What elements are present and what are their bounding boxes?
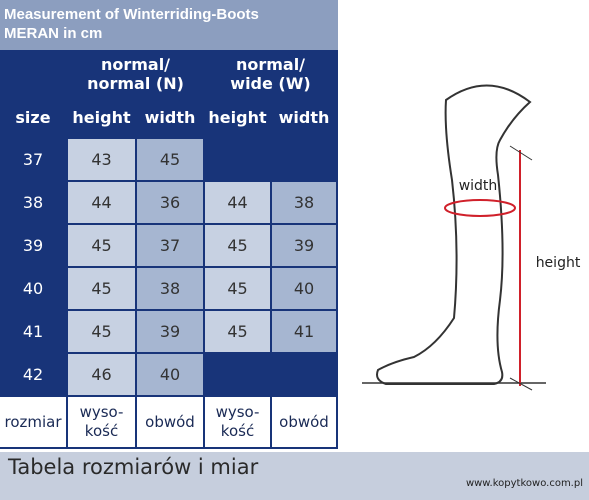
table-cell: 36 xyxy=(137,182,203,223)
table-cell: 45 xyxy=(205,268,270,309)
cell-text: 38 xyxy=(22,193,44,212)
empty-cell xyxy=(205,354,270,395)
table-cell: 45 xyxy=(137,139,203,180)
cell-text: 45 xyxy=(91,236,112,255)
cell-text: 38 xyxy=(293,193,315,212)
cell-text: 36 xyxy=(159,193,181,212)
url: www.kopytkowo.com.pl xyxy=(465,478,583,489)
table-cell: 38 xyxy=(0,182,66,223)
cell-text: 45 xyxy=(159,150,181,169)
title-line: Measurement of Winterriding-Boots xyxy=(4,6,259,23)
table-cell: 40 xyxy=(0,268,66,309)
footer-cell: wyso-kość xyxy=(205,397,270,447)
footer-line: kość xyxy=(220,422,255,440)
cell-text: 46 xyxy=(91,365,112,384)
group-header: normal/normal (N) xyxy=(68,52,203,95)
group-header-line: normal/ xyxy=(235,54,306,74)
bottom-strip xyxy=(0,452,589,500)
width-ring xyxy=(444,199,516,217)
cell-text: 45 xyxy=(91,322,112,341)
cell-text: 45 xyxy=(227,322,248,341)
table-cell: 44 xyxy=(68,182,135,223)
column-header-text: width xyxy=(278,107,330,127)
column-header: width xyxy=(137,97,203,137)
group-header-line: normal (N) xyxy=(87,73,184,93)
table-cell: 40 xyxy=(272,268,336,309)
tick xyxy=(509,377,533,391)
cell-text: 39 xyxy=(293,236,315,255)
boot-outline xyxy=(376,84,532,385)
title-line: MERAN in cm xyxy=(4,25,103,42)
column-header-text: size xyxy=(15,107,51,127)
footer-cell: obwód xyxy=(272,397,336,447)
cell-text: 39 xyxy=(22,236,44,255)
footer-line: rozmiar xyxy=(4,412,62,431)
footer-cell: obwód xyxy=(137,397,203,447)
column-header-text: width xyxy=(144,107,196,127)
column-header-text: height xyxy=(208,107,267,127)
tick xyxy=(509,145,533,161)
table-cell: 45 xyxy=(68,311,135,352)
empty-cell xyxy=(205,139,270,180)
width-label: width xyxy=(459,178,498,194)
cell-text: 40 xyxy=(159,365,181,384)
cell-text: 44 xyxy=(91,193,112,212)
column-header-text: height xyxy=(72,107,131,127)
table-cell: 38 xyxy=(137,268,203,309)
cell-text: 45 xyxy=(227,279,248,298)
table-cell: 40 xyxy=(137,354,203,395)
table-cell: 39 xyxy=(0,225,66,266)
table-cell: 45 xyxy=(205,311,270,352)
cell-text: 41 xyxy=(293,322,315,341)
column-header: size xyxy=(0,97,66,137)
table-cell: 42 xyxy=(0,354,66,395)
table-title: Measurement of Winterriding-Boots MERAN … xyxy=(0,0,338,50)
footer-cell: rozmiar xyxy=(0,397,66,447)
table-cell: 39 xyxy=(137,311,203,352)
group-header: normal/wide (W) xyxy=(205,52,336,95)
table-cell: 37 xyxy=(137,225,203,266)
cell-text: 41 xyxy=(22,322,44,341)
cell-text: 37 xyxy=(159,236,181,255)
table-cell: 41 xyxy=(0,311,66,352)
table-cell: 41 xyxy=(272,311,336,352)
header-blank xyxy=(0,52,66,95)
empty-cell xyxy=(272,354,336,395)
cell-text: 38 xyxy=(159,279,181,298)
table-cell: 43 xyxy=(68,139,135,180)
table-cell: 45 xyxy=(68,268,135,309)
height-label: height xyxy=(536,255,581,271)
column-header: height xyxy=(205,97,270,137)
footer-line: wyso- xyxy=(79,403,124,421)
cell-text: 45 xyxy=(227,236,248,255)
cell-text: 39 xyxy=(159,322,181,341)
footer-line: kość xyxy=(84,422,119,440)
cell-text: 40 xyxy=(293,279,315,298)
table-cell: 38 xyxy=(272,182,336,223)
footer-line: obwód xyxy=(279,412,329,431)
cell-text: 40 xyxy=(22,279,44,298)
caption: Tabela rozmiarów i miar xyxy=(8,455,259,479)
column-header: width xyxy=(272,97,336,137)
group-header-line: normal/ xyxy=(100,54,171,74)
cell-text: 42 xyxy=(22,365,44,384)
cell-text: 45 xyxy=(91,279,112,298)
table-cell: 45 xyxy=(68,225,135,266)
column-header: height xyxy=(68,97,135,137)
table-cell: 45 xyxy=(205,225,270,266)
footer-line: wyso- xyxy=(215,403,260,421)
footer-line: obwód xyxy=(145,412,195,431)
cell-text: 43 xyxy=(91,150,112,169)
table-cell: 39 xyxy=(272,225,336,266)
table-cell: 37 xyxy=(0,139,66,180)
cell-text: 44 xyxy=(227,193,248,212)
table-cell: 44 xyxy=(205,182,270,223)
empty-cell xyxy=(272,139,336,180)
group-header-line: wide (W) xyxy=(230,73,311,93)
footer-cell: wyso-kość xyxy=(68,397,135,447)
table-cell: 46 xyxy=(68,354,135,395)
cell-text: 37 xyxy=(22,150,44,169)
